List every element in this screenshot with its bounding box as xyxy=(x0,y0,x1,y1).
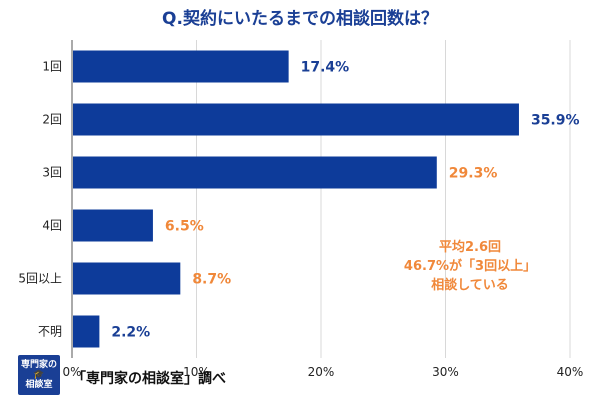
bar xyxy=(73,50,289,83)
value-label: 29.3% xyxy=(449,166,498,182)
brand-logo: 専門家の 🎓 相談室 xyxy=(18,355,60,395)
chart-title: Q.契約にいたるまでの相談回数は？ xyxy=(162,8,438,29)
bar xyxy=(73,262,181,295)
bar xyxy=(73,103,519,136)
logo-text-line2: 相談室 xyxy=(25,379,53,390)
x-tick-label: 30% xyxy=(432,365,459,379)
annotation-line: 平均2.6回 xyxy=(439,239,501,255)
value-label: 2.2% xyxy=(111,325,150,341)
logo-text-line1: 専門家の xyxy=(20,359,57,370)
category-label: 4回 xyxy=(42,219,62,233)
value-label: 8.7% xyxy=(192,272,231,288)
value-label: 17.4% xyxy=(301,60,350,76)
bar xyxy=(73,315,100,348)
value-label: 35.9% xyxy=(531,113,580,129)
category-label: 1回 xyxy=(42,60,62,74)
category-label: 3回 xyxy=(42,166,62,180)
x-tick-label: 40% xyxy=(557,365,584,379)
x-tick-label: 10% xyxy=(183,365,210,379)
category-label: 5回以上 xyxy=(18,272,62,286)
x-tick-label: 0% xyxy=(62,365,81,379)
annotation-line: 46.7%が「3回以上」 xyxy=(404,258,536,274)
bar xyxy=(73,156,437,189)
category-label: 不明 xyxy=(38,325,62,339)
graduation-cap-icon: 🎓 xyxy=(33,369,45,380)
category-label: 2回 xyxy=(42,113,62,127)
annotation-line: 相談している xyxy=(431,277,509,293)
bar xyxy=(73,209,153,242)
x-tick-label: 20% xyxy=(308,365,335,379)
value-label: 6.5% xyxy=(165,219,204,235)
source-caption: 「専門家の相談室」調べ xyxy=(72,371,226,387)
